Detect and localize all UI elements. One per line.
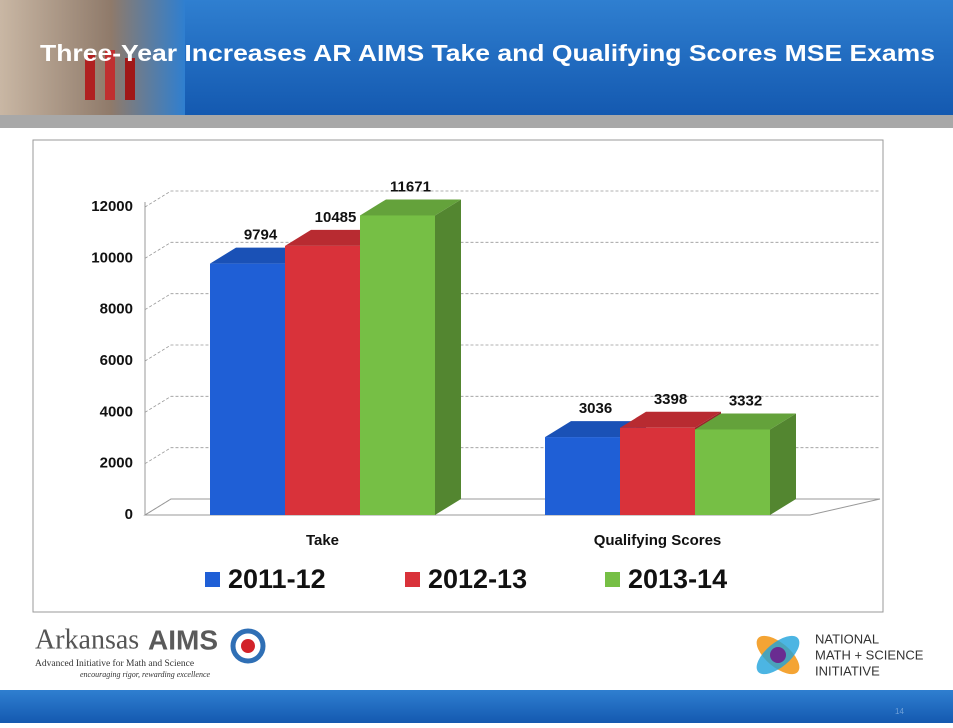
- grid-line: [144, 293, 880, 311]
- nmsi-text: INITIATIVE: [815, 663, 880, 678]
- grid-line: [144, 498, 880, 516]
- bar: [545, 437, 620, 515]
- bar: [695, 429, 770, 515]
- x-tick-label: Take: [306, 532, 339, 549]
- bar-top: [620, 411, 721, 428]
- aims-motto: encouraging rigor, rewarding excellence: [80, 670, 210, 679]
- grid-line: [144, 241, 880, 259]
- data-label: 9794: [244, 227, 278, 244]
- footer-band: [0, 690, 953, 723]
- chart: 0 2000 4000 6000 8000 10000 12000 Take 9794 10485…: [91, 178, 881, 594]
- aims-name-bold: AIMS: [148, 624, 218, 655]
- test-tube: [105, 50, 115, 100]
- aims-name: Arkansas: [35, 624, 139, 655]
- header-strip: [0, 115, 953, 128]
- test-tube: [85, 55, 95, 100]
- y-tick-label: 8000: [100, 301, 133, 318]
- x-tick-label: Qualifying Scores: [594, 532, 722, 549]
- data-label: 3332: [729, 392, 762, 409]
- nmsi-logo-center: [770, 647, 786, 663]
- aims-tagline: Advanced Initiative for Math and Science: [35, 658, 194, 669]
- legend-swatch: [205, 572, 220, 587]
- grid-line: [144, 344, 880, 362]
- bar: [210, 263, 285, 515]
- legend-label: 2012-13: [428, 564, 527, 594]
- y-tick-label: 2000: [100, 455, 133, 472]
- slide-title: Three-Year Increases AR AIMS Take and Qu…: [40, 40, 935, 66]
- test-tube: [125, 58, 135, 100]
- bar-side: [770, 413, 796, 515]
- grid-line: [144, 447, 880, 465]
- nmsi-text: MATH + SCIENCE: [815, 647, 924, 662]
- data-label: 3398: [654, 391, 687, 408]
- grid-line: [144, 395, 880, 413]
- legend-label: 2013-14: [628, 564, 727, 594]
- bar-side: [435, 199, 461, 515]
- data-label: 10485: [315, 209, 357, 226]
- aims-target: [230, 628, 266, 664]
- data-label: 3036: [579, 400, 612, 417]
- legend-label: 2011-12: [228, 564, 326, 594]
- nmsi-text: NATIONAL: [815, 631, 879, 646]
- y-tick-label: 6000: [100, 352, 133, 369]
- bar: [360, 215, 435, 515]
- bar: [285, 245, 360, 515]
- bar: [620, 427, 695, 515]
- y-tick-label: 0: [125, 506, 133, 523]
- slide-number: 14: [895, 707, 904, 716]
- bar-top: [695, 413, 796, 430]
- data-label: 11671: [390, 178, 431, 195]
- y-tick-label: 10000: [91, 249, 133, 266]
- legend-swatch: [605, 572, 620, 587]
- aims-target-center: [241, 639, 255, 653]
- y-tick-label: 4000: [100, 403, 133, 420]
- grid-line: [144, 190, 880, 208]
- y-tick-label: 12000: [91, 198, 133, 215]
- bar-top: [360, 199, 461, 216]
- legend-swatch: [405, 572, 420, 587]
